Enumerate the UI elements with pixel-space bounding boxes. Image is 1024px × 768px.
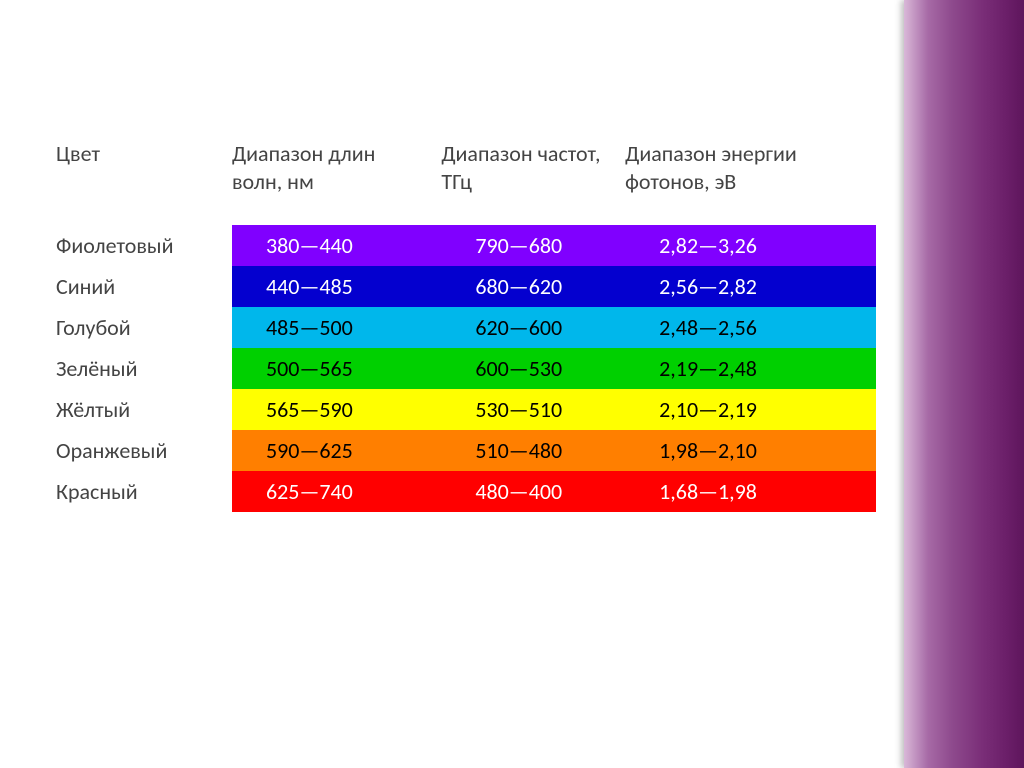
frequency-cell: 510—480 [441,430,625,471]
color-label: Оранжевый [56,430,232,471]
color-label: Красный [56,471,232,512]
header-wavelength: Диапазон длин волн, нм [232,130,441,225]
table-row: Зелёный 500—565 600—530 2,19—2,48 [56,348,876,389]
frequency-cell: 600—530 [441,348,625,389]
header-energy: Диапазон энергии фотонов, эВ [625,130,876,225]
energy-cell: 2,56—2,82 [625,266,876,307]
wavelength-cell: 625—740 [232,471,441,512]
color-label: Зелёный [56,348,232,389]
spectrum-table: Цвет Диапазон длин волн, нм Диапазон час… [56,130,876,512]
slide-side-accent [904,0,1024,768]
color-label: Синий [56,266,232,307]
frequency-cell: 620—600 [441,307,625,348]
header-color: Цвет [56,130,232,225]
frequency-cell: 680—620 [441,266,625,307]
table-row: Красный 625—740 480—400 1,68—1,98 [56,471,876,512]
frequency-cell: 480—400 [441,471,625,512]
color-label: Голубой [56,307,232,348]
frequency-cell: 530—510 [441,389,625,430]
wavelength-cell: 590—625 [232,430,441,471]
table-row: Оранжевый 590—625 510—480 1,98—2,10 [56,430,876,471]
wavelength-cell: 380—440 [232,225,441,266]
table-row: Синий 440—485 680—620 2,56—2,82 [56,266,876,307]
energy-cell: 1,98—2,10 [625,430,876,471]
energy-cell: 2,10—2,19 [625,389,876,430]
color-label: Жёлтый [56,389,232,430]
energy-cell: 2,19—2,48 [625,348,876,389]
energy-cell: 2,82—3,26 [625,225,876,266]
spectrum-table-container: Цвет Диапазон длин волн, нм Диапазон час… [56,130,876,512]
wavelength-cell: 500—565 [232,348,441,389]
energy-cell: 2,48—2,56 [625,307,876,348]
header-frequency: Диапазон частот, ТГц [441,130,625,225]
wavelength-cell: 485—500 [232,307,441,348]
wavelength-cell: 565—590 [232,389,441,430]
table-header-row: Цвет Диапазон длин волн, нм Диапазон час… [56,130,876,225]
slide: Цвет Диапазон длин волн, нм Диапазон час… [0,0,1024,768]
table-row: Жёлтый 565—590 530—510 2,10—2,19 [56,389,876,430]
table-row: Голубой 485—500 620—600 2,48—2,56 [56,307,876,348]
wavelength-cell: 440—485 [232,266,441,307]
table-row: Фиолетовый 380—440 790—680 2,82—3,26 [56,225,876,266]
frequency-cell: 790—680 [441,225,625,266]
energy-cell: 1,68—1,98 [625,471,876,512]
table-body: Фиолетовый 380—440 790—680 2,82—3,26 Син… [56,225,876,512]
color-label: Фиолетовый [56,225,232,266]
